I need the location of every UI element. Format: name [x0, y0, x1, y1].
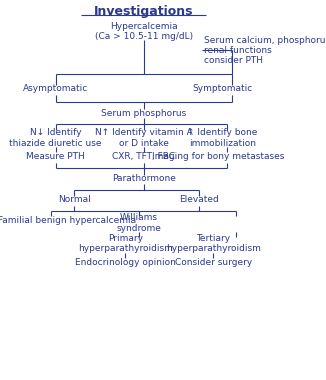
Text: Normal: Normal: [58, 195, 91, 204]
Text: Symptomatic: Symptomatic: [192, 84, 253, 93]
Text: Primary
hyperparathyroidism: Primary hyperparathyroidism: [78, 234, 173, 253]
Text: Williams
syndrome: Williams syndrome: [117, 214, 162, 233]
Text: ↑ Identify bone
immobilization: ↑ Identify bone immobilization: [187, 128, 258, 148]
Text: Consider surgery: Consider surgery: [175, 258, 252, 267]
Text: Asymptomatic: Asymptomatic: [23, 84, 88, 93]
Text: Serum calcium, phosphorus
renal functions
consider PTH: Serum calcium, phosphorus renal function…: [204, 35, 326, 65]
Text: Imaging for bony metastases: Imaging for bony metastases: [152, 152, 284, 161]
Text: Serum phosphorus: Serum phosphorus: [101, 109, 186, 117]
Text: CXR, TFT, FBC: CXR, TFT, FBC: [112, 152, 175, 161]
Text: Endocrinology opinion: Endocrinology opinion: [75, 258, 176, 267]
Text: N↓ Identify
thiazide diuretic use: N↓ Identify thiazide diuretic use: [9, 128, 102, 148]
Text: Elevated: Elevated: [179, 195, 219, 204]
Text: Parathormone: Parathormone: [112, 174, 176, 183]
Text: Investigations: Investigations: [94, 5, 194, 18]
Text: Hypercalcemia
(Ca > 10.5-11 mg/dL): Hypercalcemia (Ca > 10.5-11 mg/dL): [95, 22, 193, 41]
Text: Tertiary
hyperparathyroidism: Tertiary hyperparathyroidism: [166, 234, 261, 253]
Text: Familial benign hypercalcemia: Familial benign hypercalcemia: [0, 217, 136, 225]
Text: Measure PTH: Measure PTH: [26, 152, 85, 161]
Text: N↑ Identify vitamin A
or D intake: N↑ Identify vitamin A or D intake: [95, 128, 193, 148]
